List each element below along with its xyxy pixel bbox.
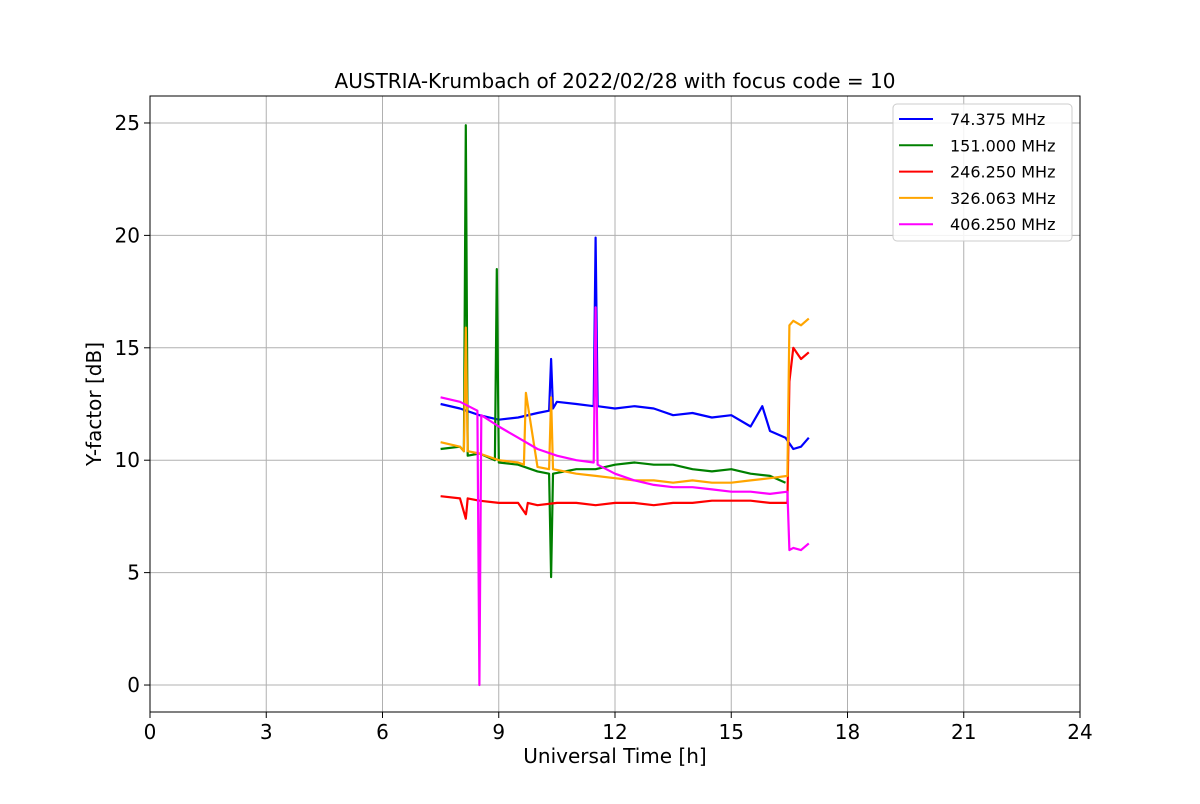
x-tick-label: 12 bbox=[602, 720, 627, 744]
series-line-4 bbox=[440, 306, 810, 687]
x-tick-label: 24 bbox=[1067, 720, 1092, 744]
legend: 74.375 MHz 151.000 MHz 246.250 MHz 326.063 … bbox=[892, 103, 1073, 242]
x-tick-label: 15 bbox=[719, 720, 744, 744]
y-tick-label: 5 bbox=[127, 561, 140, 585]
series-line-1 bbox=[440, 124, 786, 579]
chart-title: AUSTRIA-Krumbach of 2022/02/28 with focu… bbox=[335, 69, 896, 93]
axis-ticks: 0 3 6 9 12 15 18 21 24 0 5 10 15 20 25 bbox=[115, 111, 1093, 744]
legend-label-2: 246.250 MHz bbox=[950, 163, 1055, 182]
x-tick-label: 21 bbox=[951, 720, 976, 744]
legend-label-1: 151.000 MHz bbox=[950, 136, 1055, 155]
series-line-2 bbox=[440, 346, 810, 520]
series-layer bbox=[440, 124, 810, 687]
x-tick-label: 3 bbox=[260, 720, 273, 744]
legend-label-0: 74.375 MHz bbox=[950, 110, 1045, 129]
y-tick-label: 20 bbox=[115, 223, 140, 247]
y-tick-label: 0 bbox=[127, 673, 140, 697]
y-tick-label: 10 bbox=[115, 448, 140, 472]
y-tick-label: 15 bbox=[115, 336, 140, 360]
legend-label-4: 406.250 MHz bbox=[950, 215, 1055, 234]
series-line-0 bbox=[440, 236, 810, 451]
x-tick-label: 18 bbox=[835, 720, 860, 744]
legend-label-3: 326.063 MHz bbox=[950, 189, 1055, 208]
x-axis-label: Universal Time [h] bbox=[523, 744, 706, 768]
y-axis-label: Y-factor [dB] bbox=[82, 342, 106, 467]
y-tick-label: 25 bbox=[115, 111, 140, 135]
x-tick-label: 0 bbox=[144, 720, 157, 744]
legend-box bbox=[892, 103, 1073, 242]
x-tick-label: 6 bbox=[376, 720, 389, 744]
x-tick-label: 9 bbox=[492, 720, 505, 744]
